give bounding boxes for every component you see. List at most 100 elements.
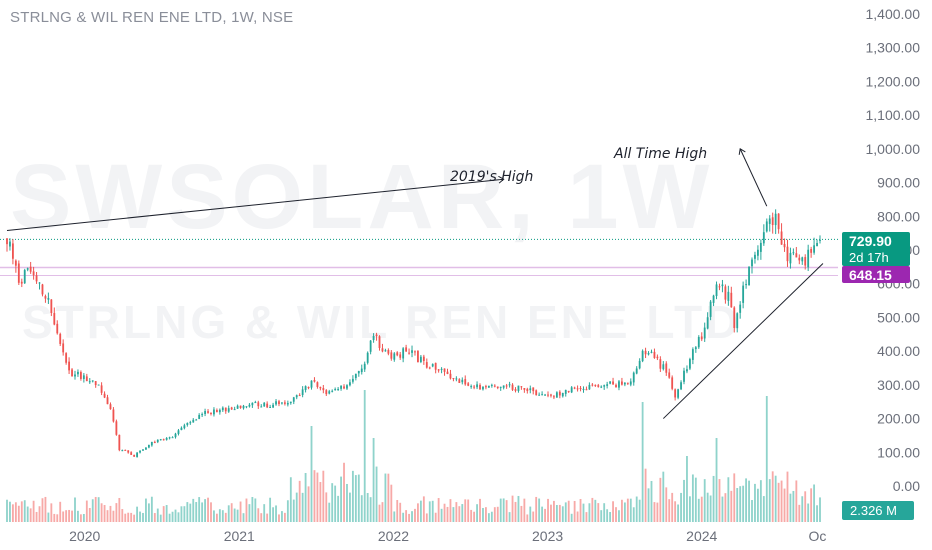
candle — [523, 388, 526, 393]
y-tick-label: 400.00 — [877, 343, 920, 359]
volume-bar — [656, 502, 659, 522]
volume-bar — [62, 511, 65, 522]
candle — [493, 384, 496, 388]
candle-body — [656, 356, 659, 359]
volume-bar — [718, 479, 721, 522]
candle — [458, 378, 461, 384]
candle-body — [618, 381, 620, 388]
annotation-all-time-high[interactable]: All Time High — [613, 146, 707, 162]
candle-body — [251, 402, 254, 406]
candle — [337, 387, 340, 391]
candle-body — [547, 394, 549, 396]
volume-bar — [487, 513, 490, 522]
trendline-3 — [662, 263, 824, 419]
candle-body — [100, 385, 103, 393]
candle-body — [239, 405, 242, 408]
candle-body — [721, 284, 724, 287]
candle — [541, 391, 544, 396]
candle — [431, 363, 434, 368]
volume-bar — [458, 506, 461, 522]
candle-body — [434, 362, 437, 370]
candle-body — [198, 415, 201, 419]
candle-body — [621, 381, 623, 385]
volume-bar — [514, 501, 517, 522]
volume-bar — [390, 484, 393, 522]
candle — [286, 400, 289, 407]
candle — [159, 438, 162, 441]
candle — [756, 245, 759, 261]
y-tick-label: 0.00 — [893, 478, 920, 494]
candle — [168, 436, 171, 440]
candle — [109, 402, 112, 410]
annotation-2019-high[interactable]: 2019's High — [450, 169, 533, 185]
volume-bar — [221, 510, 224, 522]
candle — [529, 385, 532, 394]
time-axis[interactable]: 2020 2021 2022 2023 2024 Oc — [69, 528, 826, 544]
volume-bar — [363, 390, 366, 522]
candle-body — [490, 384, 493, 386]
volume-bar — [523, 498, 526, 522]
candle — [411, 345, 413, 358]
candle — [150, 441, 153, 447]
candle — [38, 282, 41, 290]
volume-bar — [508, 512, 511, 522]
volume-bar — [88, 507, 91, 522]
candle-body — [612, 381, 614, 385]
candlesticks — [6, 209, 821, 458]
candle-body — [387, 350, 390, 354]
volume-bar — [405, 510, 408, 522]
volume-badge: 2.326 M — [842, 501, 914, 520]
candle-body — [428, 367, 431, 369]
candle — [615, 383, 617, 388]
candle — [538, 392, 541, 396]
trendline-1 — [6, 178, 504, 231]
candle — [378, 335, 381, 351]
candle — [558, 390, 561, 399]
candle-body — [210, 412, 212, 414]
candle-body — [351, 378, 354, 382]
candle-body — [632, 372, 635, 383]
candle-body — [38, 282, 41, 284]
candle — [686, 365, 688, 374]
candle — [517, 385, 520, 393]
candle-body — [526, 388, 529, 392]
candle-body — [393, 353, 396, 360]
volume-bar — [505, 500, 508, 522]
volume-bar — [56, 514, 59, 522]
candle-body — [623, 382, 626, 385]
candle-body — [674, 389, 677, 398]
candle-body — [464, 379, 467, 385]
candle-body — [74, 374, 76, 377]
volume-bar — [443, 503, 446, 522]
candle — [50, 299, 53, 317]
candle — [47, 292, 50, 304]
candle-body — [349, 382, 351, 386]
volume-bar — [112, 510, 115, 522]
candle-body — [266, 403, 269, 408]
candle-body — [35, 275, 38, 282]
candle-body — [570, 387, 573, 393]
candle — [461, 377, 464, 385]
candle — [576, 385, 579, 392]
candle — [674, 388, 677, 401]
candle-body — [517, 385, 520, 391]
volume-bar — [346, 483, 348, 522]
candle-body — [402, 348, 405, 359]
candle — [177, 428, 180, 436]
candle-body — [233, 409, 236, 411]
candle — [419, 354, 422, 364]
candle-body — [671, 377, 674, 389]
candle-body — [77, 371, 79, 375]
volume-bar — [68, 509, 71, 522]
candle-body — [597, 385, 600, 387]
candle — [662, 361, 665, 371]
volume-bar — [801, 496, 804, 522]
volume-bar — [739, 486, 742, 522]
candle-body — [579, 387, 582, 390]
candle — [555, 391, 558, 398]
candle-body — [340, 385, 342, 389]
candle-body — [807, 249, 810, 268]
candle — [819, 235, 821, 244]
volume-bar — [490, 511, 493, 522]
candle-body — [14, 260, 17, 266]
